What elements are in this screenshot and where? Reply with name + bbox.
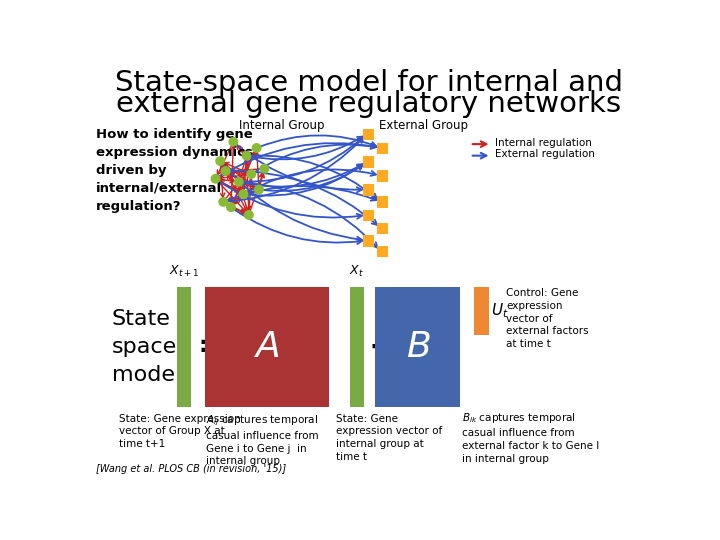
FancyBboxPatch shape [474,287,489,335]
Circle shape [243,151,251,160]
Circle shape [221,167,230,176]
Text: Internal Group: Internal Group [240,119,325,132]
Text: $A_{ij}$ captures temporal
casual influence from
Gene i to Gene j  in
internal g: $A_{ij}$ captures temporal casual influe… [206,414,319,467]
FancyBboxPatch shape [177,287,191,408]
FancyBboxPatch shape [350,287,364,408]
Text: External regulation: External regulation [495,149,595,159]
Text: Internal regulation: Internal regulation [495,138,591,147]
FancyBboxPatch shape [363,129,374,140]
FancyBboxPatch shape [363,157,374,168]
FancyBboxPatch shape [377,222,388,234]
Circle shape [216,157,225,165]
FancyBboxPatch shape [377,197,388,208]
Circle shape [227,203,235,212]
Circle shape [247,170,256,178]
Circle shape [260,165,269,173]
Text: $B$: $B$ [405,330,430,364]
FancyBboxPatch shape [363,210,374,221]
FancyBboxPatch shape [377,246,388,257]
Text: State: Gene expression
vector of Group X at
time t+1: State: Gene expression vector of Group X… [119,414,240,449]
Text: How to identify gene
expression dynamics
driven by
internal/external
regulation?: How to identify gene expression dynamics… [96,128,253,213]
FancyBboxPatch shape [363,235,374,247]
Text: Control: Gene
expression
vector of
external factors
at time t: Control: Gene expression vector of exter… [506,288,589,349]
FancyBboxPatch shape [377,170,388,182]
Text: $X_{t+1}$: $X_{t+1}$ [168,264,199,279]
Text: $U_t$: $U_t$ [490,301,508,320]
Text: $B_{lk}$ captures temporal
casual influence from
external factor k to Gene l
in : $B_{lk}$ captures temporal casual influe… [462,411,599,464]
FancyBboxPatch shape [377,143,388,154]
Text: State
space
model: State space model [112,309,181,385]
Text: External Group: External Group [379,119,468,132]
FancyBboxPatch shape [363,184,374,195]
Circle shape [219,198,228,206]
Circle shape [245,211,253,219]
Circle shape [253,144,261,152]
Circle shape [239,190,248,198]
Text: State-space model for internal and: State-space model for internal and [115,69,623,97]
Text: external gene regulatory networks: external gene regulatory networks [117,90,621,118]
Text: $X_t$: $X_t$ [349,264,364,279]
Text: $A$: $A$ [253,330,280,364]
Circle shape [229,138,238,146]
FancyBboxPatch shape [204,287,329,408]
Text: +: + [368,330,396,363]
Text: =: = [198,330,225,363]
FancyBboxPatch shape [375,287,461,408]
Circle shape [211,174,220,183]
Circle shape [255,185,264,194]
Circle shape [235,178,243,186]
Text: State: Gene
expression vector of
internal group at
time t: State: Gene expression vector of interna… [336,414,442,462]
Text: [Wang et al. PLOS CB (in revision, '15)]: [Wang et al. PLOS CB (in revision, '15)] [96,464,287,475]
